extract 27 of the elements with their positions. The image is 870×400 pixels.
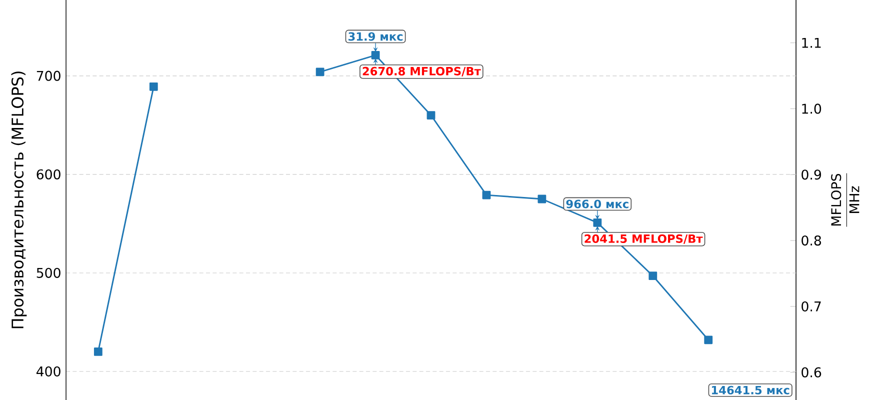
point [482, 190, 491, 200]
y2-tick-label: 0.9 [802, 170, 821, 180]
y2-tick-label: 1.1 [802, 38, 821, 48]
point [593, 218, 602, 227]
point [648, 272, 658, 280]
annotation: 966.0 мкс [566, 200, 628, 208]
y2-tick-label: 0.7 [802, 301, 821, 312]
annotation: 2041.5 MFLOPS/Вт [584, 234, 703, 244]
point [316, 68, 324, 76]
y2-tick-label: 1.0 [802, 104, 822, 114]
point [426, 111, 436, 120]
y-tick-label: 600 [36, 169, 60, 180]
point [149, 82, 158, 91]
y2-tick-label: 0.8 [802, 235, 822, 246]
point [371, 50, 380, 60]
y-tick-label: 500 [36, 268, 60, 278]
point [94, 348, 102, 356]
point [538, 194, 546, 204]
y-tick-label: 700 [36, 70, 60, 81]
y2-axis-title: $\frac{\mathrm{MFLOPS}}{\mathrm{MHz}}$ [831, 173, 860, 227]
annotation: 14641.5 мкс [712, 386, 790, 394]
y-tick-label: 400 [36, 366, 60, 376]
annotation: 31.9 мкс [348, 32, 403, 41]
point [704, 336, 713, 344]
annotation: 2670.8 MFLOPS/Вт [362, 66, 481, 76]
y2-tick-label: 0.6 [802, 367, 822, 378]
y-axis-title: Производительность (MFLOPS) [11, 72, 27, 328]
